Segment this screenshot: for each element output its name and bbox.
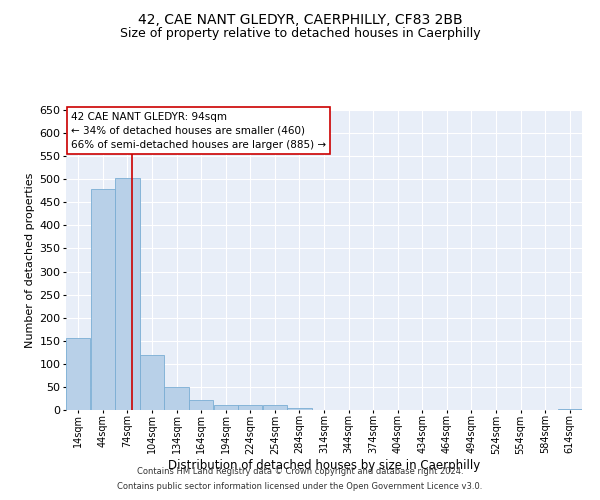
- Bar: [91, 190, 115, 410]
- Bar: [287, 408, 311, 410]
- Text: Contains HM Land Registry data © Crown copyright and database right 2024.: Contains HM Land Registry data © Crown c…: [137, 467, 463, 476]
- Bar: [238, 406, 262, 410]
- X-axis label: Distribution of detached houses by size in Caerphilly: Distribution of detached houses by size …: [168, 459, 480, 472]
- Y-axis label: Number of detached properties: Number of detached properties: [25, 172, 35, 348]
- Bar: [557, 409, 582, 410]
- Bar: [115, 178, 140, 410]
- Text: Size of property relative to detached houses in Caerphilly: Size of property relative to detached ho…: [119, 28, 481, 40]
- Bar: [189, 400, 213, 410]
- Text: 42 CAE NANT GLEDYR: 94sqm
← 34% of detached houses are smaller (460)
66% of semi: 42 CAE NANT GLEDYR: 94sqm ← 34% of detac…: [71, 112, 326, 150]
- Bar: [214, 405, 238, 410]
- Bar: [164, 387, 188, 410]
- Text: Contains public sector information licensed under the Open Government Licence v3: Contains public sector information licen…: [118, 482, 482, 491]
- Text: 42, CAE NANT GLEDYR, CAERPHILLY, CF83 2BB: 42, CAE NANT GLEDYR, CAERPHILLY, CF83 2B…: [137, 12, 463, 26]
- Bar: [66, 338, 91, 410]
- Bar: [263, 406, 287, 410]
- Bar: [140, 354, 164, 410]
